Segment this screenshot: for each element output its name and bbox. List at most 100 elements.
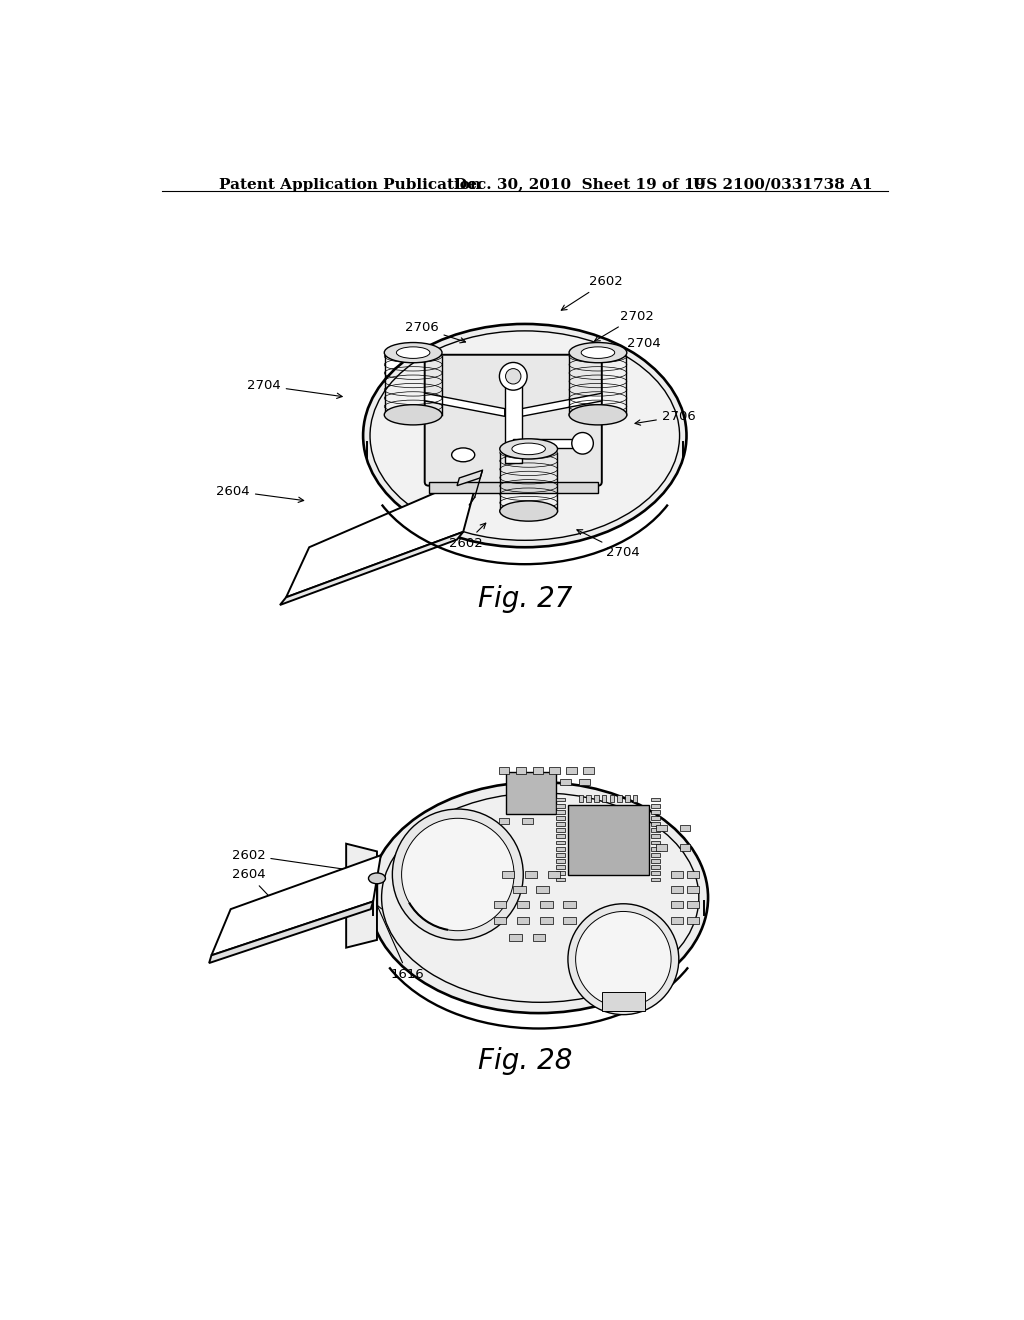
Polygon shape — [209, 902, 373, 964]
FancyBboxPatch shape — [532, 933, 545, 941]
Ellipse shape — [500, 438, 557, 459]
Text: 2706: 2706 — [404, 321, 466, 343]
FancyBboxPatch shape — [556, 810, 565, 813]
FancyBboxPatch shape — [517, 902, 529, 908]
FancyBboxPatch shape — [633, 795, 637, 803]
FancyBboxPatch shape — [580, 779, 590, 785]
Ellipse shape — [382, 793, 698, 1002]
Text: 2604: 2604 — [231, 869, 290, 917]
FancyBboxPatch shape — [671, 871, 683, 878]
Text: 2604: 2604 — [216, 484, 304, 503]
FancyBboxPatch shape — [541, 902, 553, 908]
FancyBboxPatch shape — [524, 871, 538, 878]
FancyBboxPatch shape — [425, 355, 602, 486]
Circle shape — [568, 904, 679, 1015]
FancyBboxPatch shape — [671, 886, 683, 892]
Text: Fig. 28: Fig. 28 — [477, 1047, 572, 1074]
Circle shape — [575, 911, 671, 1007]
FancyBboxPatch shape — [556, 878, 565, 882]
Text: 2602: 2602 — [231, 849, 377, 875]
Circle shape — [571, 433, 593, 454]
FancyBboxPatch shape — [563, 917, 575, 924]
Polygon shape — [286, 474, 478, 598]
FancyBboxPatch shape — [651, 871, 660, 875]
Polygon shape — [211, 855, 381, 956]
FancyBboxPatch shape — [556, 866, 565, 869]
Text: Patent Application Publication: Patent Application Publication — [219, 178, 481, 191]
Ellipse shape — [384, 342, 442, 363]
FancyBboxPatch shape — [563, 902, 575, 908]
FancyBboxPatch shape — [680, 845, 690, 850]
FancyBboxPatch shape — [556, 829, 565, 832]
FancyBboxPatch shape — [513, 438, 574, 447]
FancyBboxPatch shape — [502, 871, 514, 878]
FancyBboxPatch shape — [499, 767, 509, 774]
FancyBboxPatch shape — [556, 859, 565, 863]
Ellipse shape — [569, 405, 627, 425]
Text: Fig. 27: Fig. 27 — [477, 585, 572, 612]
FancyBboxPatch shape — [517, 917, 529, 924]
FancyBboxPatch shape — [602, 991, 645, 1011]
FancyBboxPatch shape — [548, 871, 560, 878]
FancyBboxPatch shape — [521, 817, 532, 824]
FancyBboxPatch shape — [686, 917, 698, 924]
FancyBboxPatch shape — [429, 482, 598, 492]
FancyBboxPatch shape — [556, 841, 565, 845]
FancyBboxPatch shape — [541, 917, 553, 924]
Text: 2704: 2704 — [607, 337, 660, 360]
Polygon shape — [346, 843, 377, 948]
FancyBboxPatch shape — [513, 886, 525, 892]
Text: 2602: 2602 — [561, 275, 623, 310]
Polygon shape — [280, 532, 463, 605]
FancyBboxPatch shape — [686, 886, 698, 892]
FancyBboxPatch shape — [556, 797, 565, 801]
Circle shape — [506, 368, 521, 384]
FancyBboxPatch shape — [494, 917, 506, 924]
FancyBboxPatch shape — [651, 822, 660, 826]
FancyBboxPatch shape — [651, 804, 660, 808]
FancyBboxPatch shape — [651, 797, 660, 801]
Text: US 2100/0331738 A1: US 2100/0331738 A1 — [692, 178, 872, 191]
FancyBboxPatch shape — [505, 385, 521, 462]
Text: 1616: 1616 — [377, 906, 425, 981]
FancyBboxPatch shape — [671, 917, 683, 924]
Polygon shape — [457, 470, 482, 486]
FancyBboxPatch shape — [651, 816, 660, 820]
FancyBboxPatch shape — [651, 810, 660, 813]
Text: 2706: 2706 — [635, 409, 695, 425]
Ellipse shape — [512, 444, 546, 454]
Circle shape — [500, 363, 527, 391]
FancyBboxPatch shape — [651, 866, 660, 869]
Ellipse shape — [452, 447, 475, 462]
FancyBboxPatch shape — [651, 834, 660, 838]
FancyBboxPatch shape — [584, 767, 594, 774]
FancyBboxPatch shape — [609, 795, 614, 803]
FancyBboxPatch shape — [656, 845, 668, 850]
FancyBboxPatch shape — [556, 816, 565, 820]
Text: 2704: 2704 — [577, 529, 640, 560]
Ellipse shape — [370, 331, 680, 540]
FancyBboxPatch shape — [532, 767, 544, 774]
FancyBboxPatch shape — [494, 902, 506, 908]
Ellipse shape — [500, 502, 557, 521]
Ellipse shape — [396, 347, 430, 359]
FancyBboxPatch shape — [556, 804, 565, 808]
Ellipse shape — [369, 873, 385, 884]
Ellipse shape — [384, 405, 442, 425]
FancyBboxPatch shape — [651, 853, 660, 857]
FancyBboxPatch shape — [587, 795, 591, 803]
FancyBboxPatch shape — [509, 933, 521, 941]
Text: Dec. 30, 2010  Sheet 19 of 19: Dec. 30, 2010 Sheet 19 of 19 — [454, 178, 706, 191]
Text: 2704: 2704 — [247, 379, 342, 399]
FancyBboxPatch shape — [550, 767, 560, 774]
Circle shape — [401, 818, 514, 931]
FancyBboxPatch shape — [651, 847, 660, 850]
FancyBboxPatch shape — [556, 871, 565, 875]
FancyBboxPatch shape — [506, 772, 556, 814]
FancyBboxPatch shape — [651, 859, 660, 863]
FancyBboxPatch shape — [537, 886, 549, 892]
Circle shape — [392, 809, 523, 940]
FancyBboxPatch shape — [617, 795, 622, 803]
Ellipse shape — [582, 347, 614, 359]
Polygon shape — [425, 393, 505, 416]
